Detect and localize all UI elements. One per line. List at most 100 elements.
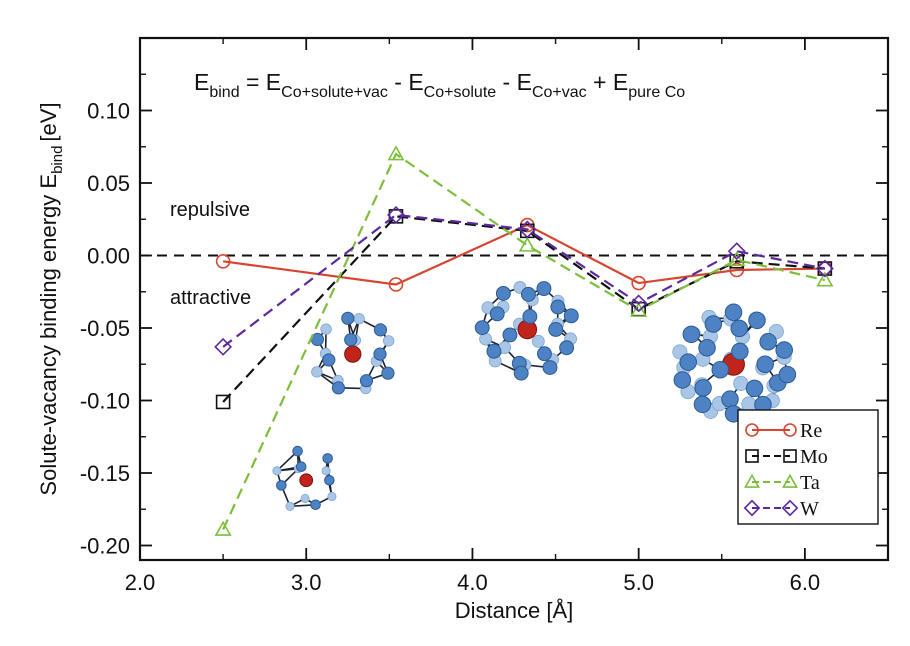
atom-cluster <box>272 445 337 511</box>
series-line <box>222 215 825 403</box>
cluster-atom <box>495 285 511 301</box>
formula-sub: pure Co <box>628 84 685 101</box>
cluster-atom-back <box>531 334 545 348</box>
y-axis-label-main: Solute-vacancy binding energy E <box>36 174 61 496</box>
formula-sub: bind <box>209 84 239 101</box>
cluster-atom <box>748 311 766 330</box>
cluster-atom <box>548 321 564 337</box>
cluster-atom <box>341 311 355 325</box>
atom-cluster <box>310 311 395 395</box>
cluster-atom <box>693 395 712 414</box>
data-point <box>783 423 797 437</box>
data-series <box>214 145 834 536</box>
plot-frame <box>138 36 890 562</box>
legend-label: Mo <box>800 446 828 468</box>
series-line <box>222 213 826 348</box>
data-point <box>815 259 834 278</box>
cluster-atom <box>694 379 712 397</box>
cluster-atom <box>295 461 307 472</box>
y-tick-label: 0.10 <box>87 99 130 124</box>
cluster-atom <box>536 281 552 297</box>
cluster-atom <box>673 371 692 389</box>
cluster-atom-back <box>382 335 395 347</box>
data-point <box>387 205 405 224</box>
formula-term: + E <box>587 69 629 95</box>
cluster-atom-back <box>320 323 332 335</box>
formula-sub: Co+vac <box>532 84 587 101</box>
series-w <box>214 205 834 356</box>
cluster-atom-back <box>311 366 323 378</box>
formula-term: E <box>194 69 209 95</box>
data-point <box>630 301 648 317</box>
cluster-atom <box>563 308 579 324</box>
series-line <box>222 152 826 531</box>
formula-term: = E <box>240 69 282 95</box>
data-point <box>215 394 231 410</box>
data-point <box>781 499 799 517</box>
data-point <box>214 337 233 356</box>
cluster-atom <box>679 353 697 371</box>
cluster-atom <box>698 339 716 357</box>
x-tick-label: 6.0 <box>790 570 821 595</box>
attractive-label: attractive <box>170 287 251 309</box>
legend: Re Mo Ta W <box>737 409 879 525</box>
series-ta <box>214 145 834 536</box>
axis-ticks: 2.0 3.0 4.0 5.0 6.0 0.10 0.05 0.00 -0.05 -0.10 -0.… <box>80 38 888 595</box>
data-point <box>518 236 536 252</box>
cluster-atom-back <box>321 466 331 476</box>
y-tick-label: -0.10 <box>80 389 130 414</box>
cluster-atom <box>745 379 764 398</box>
cluster-atom-back <box>300 493 310 503</box>
data-point <box>629 294 648 313</box>
cluster-atom <box>520 286 536 302</box>
cluster-atom <box>489 306 505 322</box>
data-point <box>387 145 405 161</box>
x-tick-label: 4.0 <box>457 570 488 595</box>
data-point <box>817 261 833 276</box>
cluster-atom <box>310 499 321 511</box>
cluster-atom <box>522 309 538 324</box>
cluster-atom <box>276 480 287 491</box>
cluster-atom <box>542 360 558 375</box>
atom-cluster <box>474 281 579 381</box>
cluster-atom <box>756 355 774 374</box>
cluster-atom <box>373 347 387 361</box>
y-tick-label: -0.20 <box>80 534 130 559</box>
data-point <box>745 449 759 463</box>
cluster-atom <box>322 453 333 464</box>
cluster-atom <box>331 381 346 395</box>
data-point <box>631 275 646 291</box>
y-axis-label-sub: bind <box>49 146 66 174</box>
data-point <box>388 277 404 292</box>
data-point <box>727 242 746 261</box>
cluster-atom-back <box>285 501 295 511</box>
cluster-atom-back <box>327 491 337 502</box>
y-axis-label: Solute-vacancy binding energy Ebind [eV] <box>36 102 66 495</box>
solute-atom <box>299 473 314 488</box>
data-point <box>518 220 537 239</box>
cluster-atom <box>474 320 490 336</box>
series-line <box>222 223 825 286</box>
repulsive-label: repulsive <box>170 199 250 221</box>
cluster-atom <box>373 323 388 337</box>
solute-atom <box>344 345 362 363</box>
cluster-atom <box>778 365 797 384</box>
cluster-atom <box>724 303 743 322</box>
cluster-atom <box>550 299 566 315</box>
y-tick-label: -0.05 <box>80 316 130 341</box>
cluster-atom <box>324 474 335 486</box>
cluster-atom <box>559 340 575 356</box>
y-tick-label: 0.05 <box>87 171 130 196</box>
legend-item: W <box>743 498 819 520</box>
x-tick-label: 3.0 <box>291 570 322 595</box>
y-axis-label-unit: [eV] <box>36 102 61 141</box>
legend-item: Re <box>745 420 822 442</box>
cluster-atom <box>704 315 723 333</box>
cluster-atom <box>759 333 777 351</box>
cluster-atom <box>731 342 749 361</box>
cluster-atom <box>344 333 358 347</box>
cluster-atom-back <box>741 396 757 412</box>
legend-label: W <box>800 498 819 520</box>
formula-term: - E <box>496 69 532 95</box>
